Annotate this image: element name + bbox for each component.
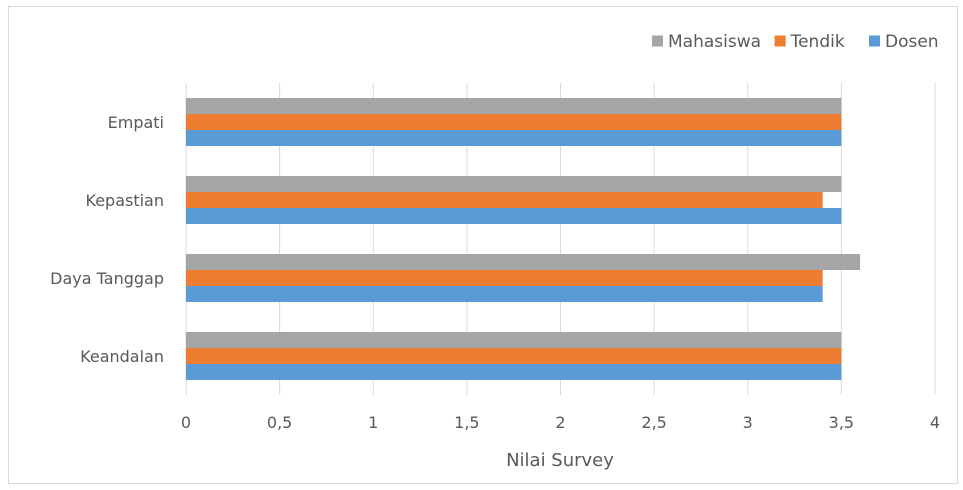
- bar-mahasiswa-empati: [186, 98, 842, 114]
- x-tick-label: 3,5: [829, 413, 854, 432]
- chart-frame: [8, 6, 958, 484]
- x-tick-label: 3: [743, 413, 753, 432]
- bar-tendik-keandalan: [186, 348, 842, 364]
- legend-swatch-mahasiswa: [652, 35, 663, 47]
- x-tick-label: 1,5: [454, 413, 479, 432]
- x-tick-label: 4: [930, 413, 940, 432]
- legend-swatch-tendik: [774, 35, 786, 47]
- legend-label-tendik: Tendik: [790, 32, 845, 52]
- bar-tendik-empati: [186, 114, 842, 130]
- x-tick-label: 0,5: [267, 413, 292, 432]
- category-label: Empati: [108, 113, 164, 132]
- bar-dosen-kepastian: [186, 208, 842, 224]
- x-axis-ticks: 0 0,5 1 1,5 2 2,5 3 3,5 4: [181, 413, 940, 432]
- category-labels: Keandalan Daya Tanggap Kepastian Empati: [50, 113, 164, 366]
- bars: [186, 98, 861, 380]
- x-tick-label: 2,5: [641, 413, 666, 432]
- bar-tendik-kepastian: [186, 192, 823, 208]
- category-label: Kepastian: [86, 191, 165, 210]
- bar-dosen-empati: [186, 130, 842, 146]
- bar-mahasiswa-kepastian: [186, 176, 842, 192]
- bar-mahasiswa-keandalan: [186, 332, 842, 348]
- category-label: Daya Tanggap: [50, 269, 164, 288]
- x-tick-label: 2: [555, 413, 565, 432]
- legend-swatch-dosen: [869, 35, 880, 47]
- bar-tendik-daya-tanggap: [186, 270, 823, 286]
- legend-label-dosen: Dosen: [885, 32, 939, 52]
- x-tick-label: 0: [181, 413, 191, 432]
- x-tick-label: 1: [368, 413, 378, 432]
- x-axis-title: Nilai Survey: [506, 450, 614, 471]
- legend: Mahasiswa Tendik Dosen: [652, 32, 939, 52]
- bar-dosen-keandalan: [186, 364, 842, 380]
- legend-label-mahasiswa: Mahasiswa: [668, 32, 761, 52]
- category-label: Keandalan: [80, 347, 164, 366]
- bar-dosen-daya-tanggap: [186, 286, 823, 302]
- bar-mahasiswa-daya-tanggap: [186, 254, 861, 270]
